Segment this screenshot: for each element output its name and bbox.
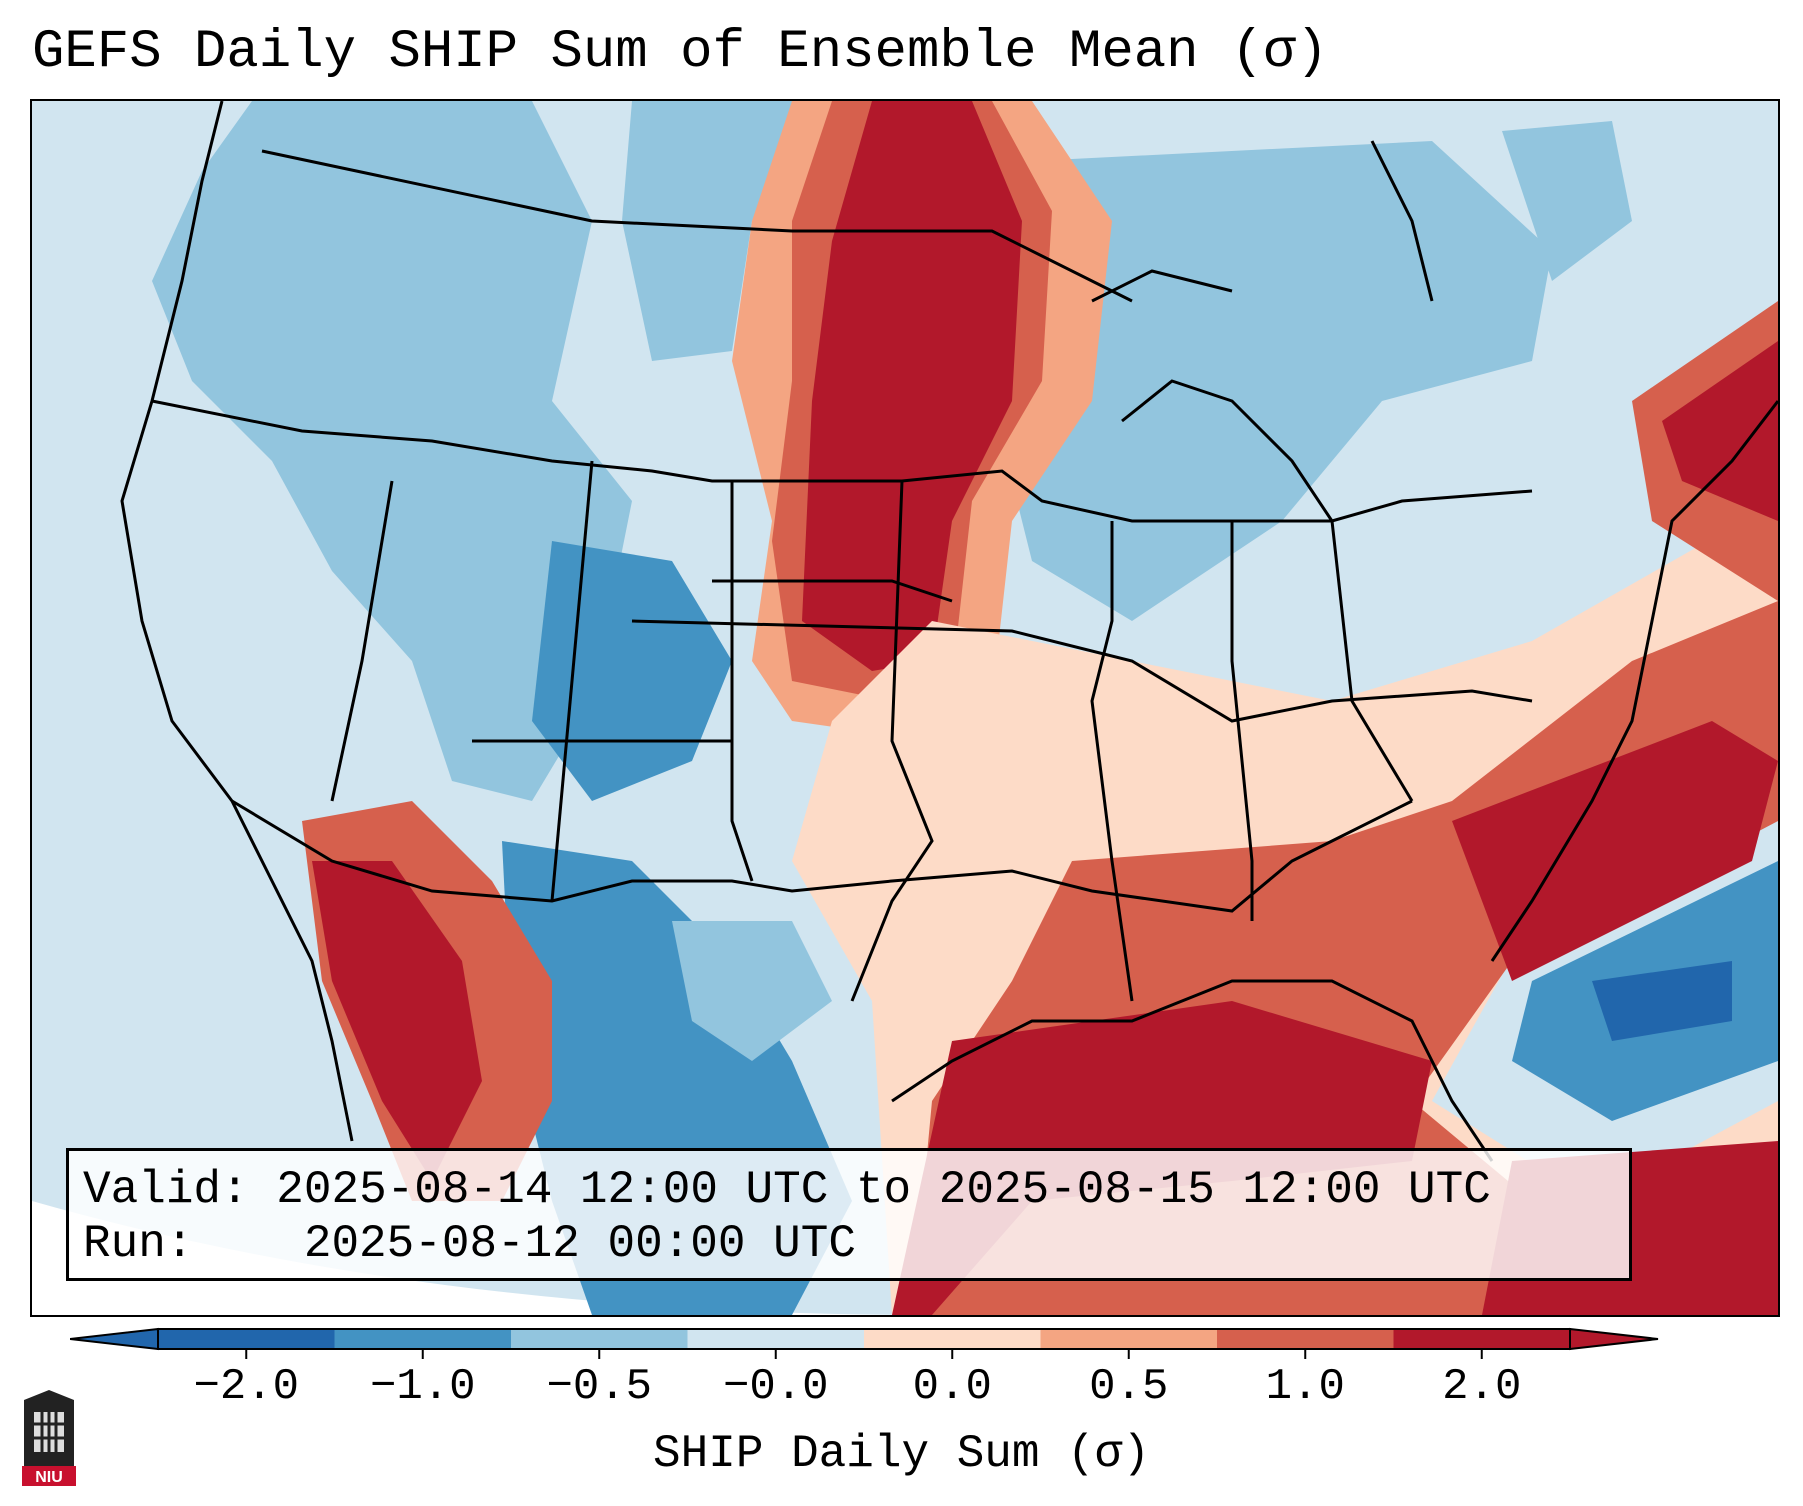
field-patch xyxy=(152,101,632,801)
field-patch xyxy=(802,101,1022,671)
colorbar-tick-label: −0.5 xyxy=(546,1362,653,1412)
border-line xyxy=(261,149,1133,303)
colorbar-tick-label: 1.0 xyxy=(1265,1362,1345,1412)
field-patch xyxy=(1662,341,1778,521)
state-line xyxy=(850,480,934,1002)
colorbar-segment xyxy=(1040,1329,1217,1349)
colorbar-segment xyxy=(334,1329,511,1349)
state-line xyxy=(631,619,1533,723)
colorbar-tick-label: −0.0 xyxy=(722,1362,829,1412)
field-patch xyxy=(532,541,732,801)
colorbar-tick-label: −2.0 xyxy=(193,1362,300,1412)
colorbar-segment xyxy=(1393,1329,1570,1349)
border-line xyxy=(1370,140,1434,302)
field-patch xyxy=(672,921,832,1061)
state-line xyxy=(550,460,594,902)
great-lakes-line xyxy=(1121,379,1334,522)
colorbar-segment xyxy=(158,1329,335,1349)
field-patch xyxy=(992,141,1552,621)
colorbar-segment xyxy=(864,1329,1041,1349)
map-title: GEFS Daily SHIP Sum of Ensemble Mean (σ) xyxy=(32,22,1329,83)
boundary-lines xyxy=(120,101,1778,1162)
field-patch xyxy=(1502,121,1632,281)
state-line xyxy=(730,481,754,882)
validity-info-box: Valid: 2025-08-14 12:00 UTC to 2025-08-1… xyxy=(66,1148,1632,1281)
field-patch xyxy=(1452,721,1778,981)
west-coast-line xyxy=(120,101,354,1142)
state-line xyxy=(712,579,953,603)
logo-text: NIU xyxy=(35,1469,63,1486)
state-line xyxy=(1330,520,1414,802)
field-patch xyxy=(312,861,482,1181)
field-patch xyxy=(622,101,812,361)
colorbar-extend-high xyxy=(1569,1327,1659,1351)
colorbar-tick-label: 0.0 xyxy=(912,1362,992,1412)
state-line xyxy=(1230,521,1254,921)
run-label: Run: xyxy=(83,1218,194,1270)
great-lakes-line xyxy=(1091,269,1233,303)
state-line xyxy=(1090,521,1134,1002)
colorbar-segment xyxy=(1217,1329,1394,1349)
run-time: 2025-08-12 00:00 UTC xyxy=(303,1218,856,1270)
state-line xyxy=(231,799,1413,913)
colorbar-segment xyxy=(511,1329,688,1349)
map-panel xyxy=(30,99,1780,1317)
ship-field-map xyxy=(32,101,1778,1315)
colorbar-tick-label: 2.0 xyxy=(1442,1362,1522,1412)
valid-label: Valid: xyxy=(83,1164,249,1216)
colorbar-tick-label: 0.5 xyxy=(1089,1362,1169,1412)
projection-edge xyxy=(32,1201,932,1315)
colorbar xyxy=(70,1327,1659,1359)
colorbar-border xyxy=(157,1328,1571,1350)
colorbar-label: SHIP Daily Sum (σ) xyxy=(653,1428,1150,1480)
valid-time: 2025-08-14 12:00 UTC to 2025-08-15 12:00… xyxy=(276,1164,1491,1216)
colorbar-extend-low xyxy=(70,1327,159,1351)
colorbar-tick-label: −1.0 xyxy=(369,1362,476,1412)
state-line xyxy=(330,480,394,802)
colorbar-segment xyxy=(687,1329,864,1349)
field-patch xyxy=(1592,961,1732,1041)
niu-tower-logo-icon: NIU xyxy=(20,1390,78,1490)
east-coast-line xyxy=(1490,400,1778,962)
state-line xyxy=(151,399,1533,523)
gulf-coast-line xyxy=(891,979,1494,1162)
